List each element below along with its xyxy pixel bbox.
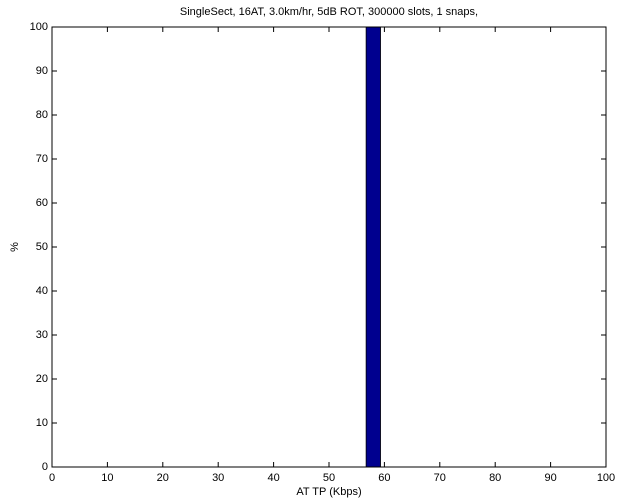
x-tick-label: 0: [49, 472, 55, 484]
x-tick-label: 80: [489, 472, 501, 484]
x-tick-label: 20: [157, 472, 169, 484]
y-tick-label: 20: [36, 373, 48, 385]
chart-title: SingleSect, 16AT, 3.0km/hr, 5dB ROT, 300…: [180, 6, 478, 18]
x-tick-label: 30: [212, 472, 224, 484]
y-tick-label: 90: [36, 65, 48, 77]
x-tick-label: 40: [267, 472, 279, 484]
y-tick-label: 60: [36, 197, 48, 209]
x-tick-label: 10: [101, 472, 113, 484]
y-tick-label: 40: [36, 285, 48, 297]
x-tick-label: 60: [378, 472, 390, 484]
x-tick-label: 70: [434, 472, 446, 484]
y-tick-label: 50: [36, 241, 48, 253]
x-axis-label: AT TP (Kbps): [296, 486, 361, 498]
y-tick-label: 70: [36, 153, 48, 165]
bar: [365, 26, 381, 468]
y-tick-label: 100: [30, 21, 48, 33]
x-tick-label: 100: [597, 472, 615, 484]
x-tick-label: 90: [544, 472, 556, 484]
y-tick-label: 30: [36, 329, 48, 341]
y-axis-label: %: [9, 242, 21, 252]
y-tick-label: 80: [36, 109, 48, 121]
y-tick-label: 0: [42, 461, 48, 473]
y-tick-label: 10: [36, 417, 48, 429]
x-tick-label: 50: [323, 472, 335, 484]
